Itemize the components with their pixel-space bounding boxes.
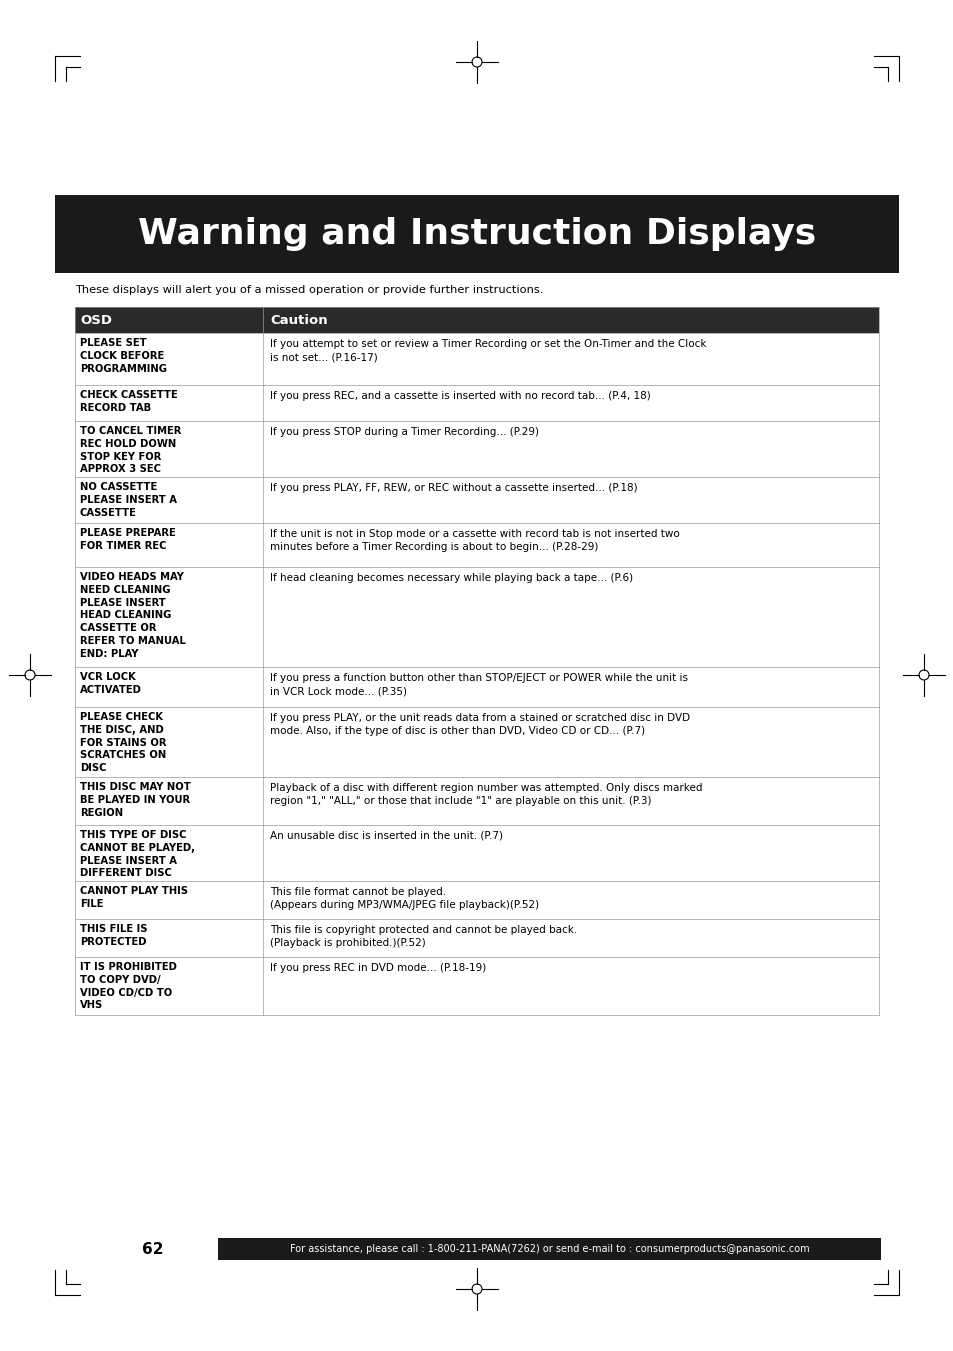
Text: OSD: OSD: [80, 313, 112, 327]
Bar: [75, 422, 878, 477]
Text: If you press REC in DVD mode... (P.18-19): If you press REC in DVD mode... (P.18-19…: [270, 963, 486, 973]
Text: If you press a function button other than STOP/EJECT or POWER while the unit is
: If you press a function button other tha…: [270, 673, 687, 696]
Text: If you press PLAY, or the unit reads data from a stained or scratched disc in DV: If you press PLAY, or the unit reads dat…: [270, 713, 689, 736]
Text: 62: 62: [142, 1242, 164, 1256]
Bar: [75, 477, 878, 523]
Text: Caution: Caution: [270, 313, 327, 327]
Text: PLEASE CHECK
THE DISC, AND
FOR STAINS OR
SCRATCHES ON
DISC: PLEASE CHECK THE DISC, AND FOR STAINS OR…: [80, 712, 167, 773]
Text: For assistance, please call : 1-800-211-PANA(7262) or send e-mail to : consumerp: For assistance, please call : 1-800-211-…: [290, 1244, 808, 1254]
Text: If the unit is not in Stop mode or a cassette with record tab is not inserted tw: If the unit is not in Stop mode or a cas…: [270, 530, 679, 553]
Text: THIS TYPE OF DISC
CANNOT BE PLAYED,
PLEASE INSERT A
DIFFERENT DISC: THIS TYPE OF DISC CANNOT BE PLAYED, PLEA…: [80, 830, 194, 878]
Bar: [75, 385, 878, 422]
Text: CANNOT PLAY THIS
FILE: CANNOT PLAY THIS FILE: [80, 886, 188, 909]
Bar: [75, 707, 878, 777]
Text: If head cleaning becomes necessary while playing back a tape... (P.6): If head cleaning becomes necessary while…: [270, 573, 633, 584]
Text: If you attempt to set or review a Timer Recording or set the On-Timer and the Cl: If you attempt to set or review a Timer …: [270, 339, 706, 362]
Text: PLEASE PREPARE
FOR TIMER REC: PLEASE PREPARE FOR TIMER REC: [80, 528, 175, 551]
Text: Warning and Instruction Displays: Warning and Instruction Displays: [138, 218, 815, 251]
Text: PLEASE SET
CLOCK BEFORE
PROGRAMMING: PLEASE SET CLOCK BEFORE PROGRAMMING: [80, 338, 167, 374]
Text: NO CASSETTE
PLEASE INSERT A
CASSETTE: NO CASSETTE PLEASE INSERT A CASSETTE: [80, 482, 177, 517]
Bar: [55, 195, 898, 273]
Text: CHECK CASSETTE
RECORD TAB: CHECK CASSETTE RECORD TAB: [80, 390, 177, 413]
Bar: [75, 307, 878, 332]
Text: This file format cannot be played.
(Appears during MP3/WMA/JPEG file playback)(P: This file format cannot be played. (Appe…: [270, 888, 538, 911]
Text: VIDEO HEADS MAY
NEED CLEANING
PLEASE INSERT
HEAD CLEANING
CASSETTE OR
REFER TO M: VIDEO HEADS MAY NEED CLEANING PLEASE INS…: [80, 571, 186, 659]
Bar: [75, 881, 878, 919]
Bar: [75, 825, 878, 881]
Text: This file is copyright protected and cannot be played back.
(Playback is prohibi: This file is copyright protected and can…: [270, 925, 577, 948]
Text: THIS DISC MAY NOT
BE PLAYED IN YOUR
REGION: THIS DISC MAY NOT BE PLAYED IN YOUR REGI…: [80, 782, 191, 817]
Text: THIS FILE IS
PROTECTED: THIS FILE IS PROTECTED: [80, 924, 148, 947]
Text: Playback of a disc with different region number was attempted. Only discs marked: Playback of a disc with different region…: [270, 784, 701, 807]
Text: VCR LOCK
ACTIVATED: VCR LOCK ACTIVATED: [80, 671, 142, 694]
Bar: [75, 957, 878, 1015]
Bar: [75, 777, 878, 825]
Bar: [75, 919, 878, 957]
Text: If you press STOP during a Timer Recording... (P.29): If you press STOP during a Timer Recordi…: [270, 427, 538, 436]
Text: IT IS PROHIBITED
TO COPY DVD/
VIDEO CD/CD TO
VHS: IT IS PROHIBITED TO COPY DVD/ VIDEO CD/C…: [80, 962, 176, 1011]
Bar: [218, 1238, 880, 1260]
Bar: [75, 567, 878, 667]
Text: If you press REC, and a cassette is inserted with no record tab... (P.4, 18): If you press REC, and a cassette is inse…: [270, 390, 650, 401]
Bar: [75, 667, 878, 707]
Bar: [75, 332, 878, 385]
Text: These displays will alert you of a missed operation or provide further instructi: These displays will alert you of a misse…: [75, 285, 543, 295]
Text: TO CANCEL TIMER
REC HOLD DOWN
STOP KEY FOR
APPROX 3 SEC: TO CANCEL TIMER REC HOLD DOWN STOP KEY F…: [80, 426, 181, 474]
Bar: [75, 523, 878, 567]
Text: If you press PLAY, FF, REW, or REC without a cassette inserted... (P.18): If you press PLAY, FF, REW, or REC witho…: [270, 484, 637, 493]
Text: An unusable disc is inserted in the unit. (P.7): An unusable disc is inserted in the unit…: [270, 831, 502, 842]
